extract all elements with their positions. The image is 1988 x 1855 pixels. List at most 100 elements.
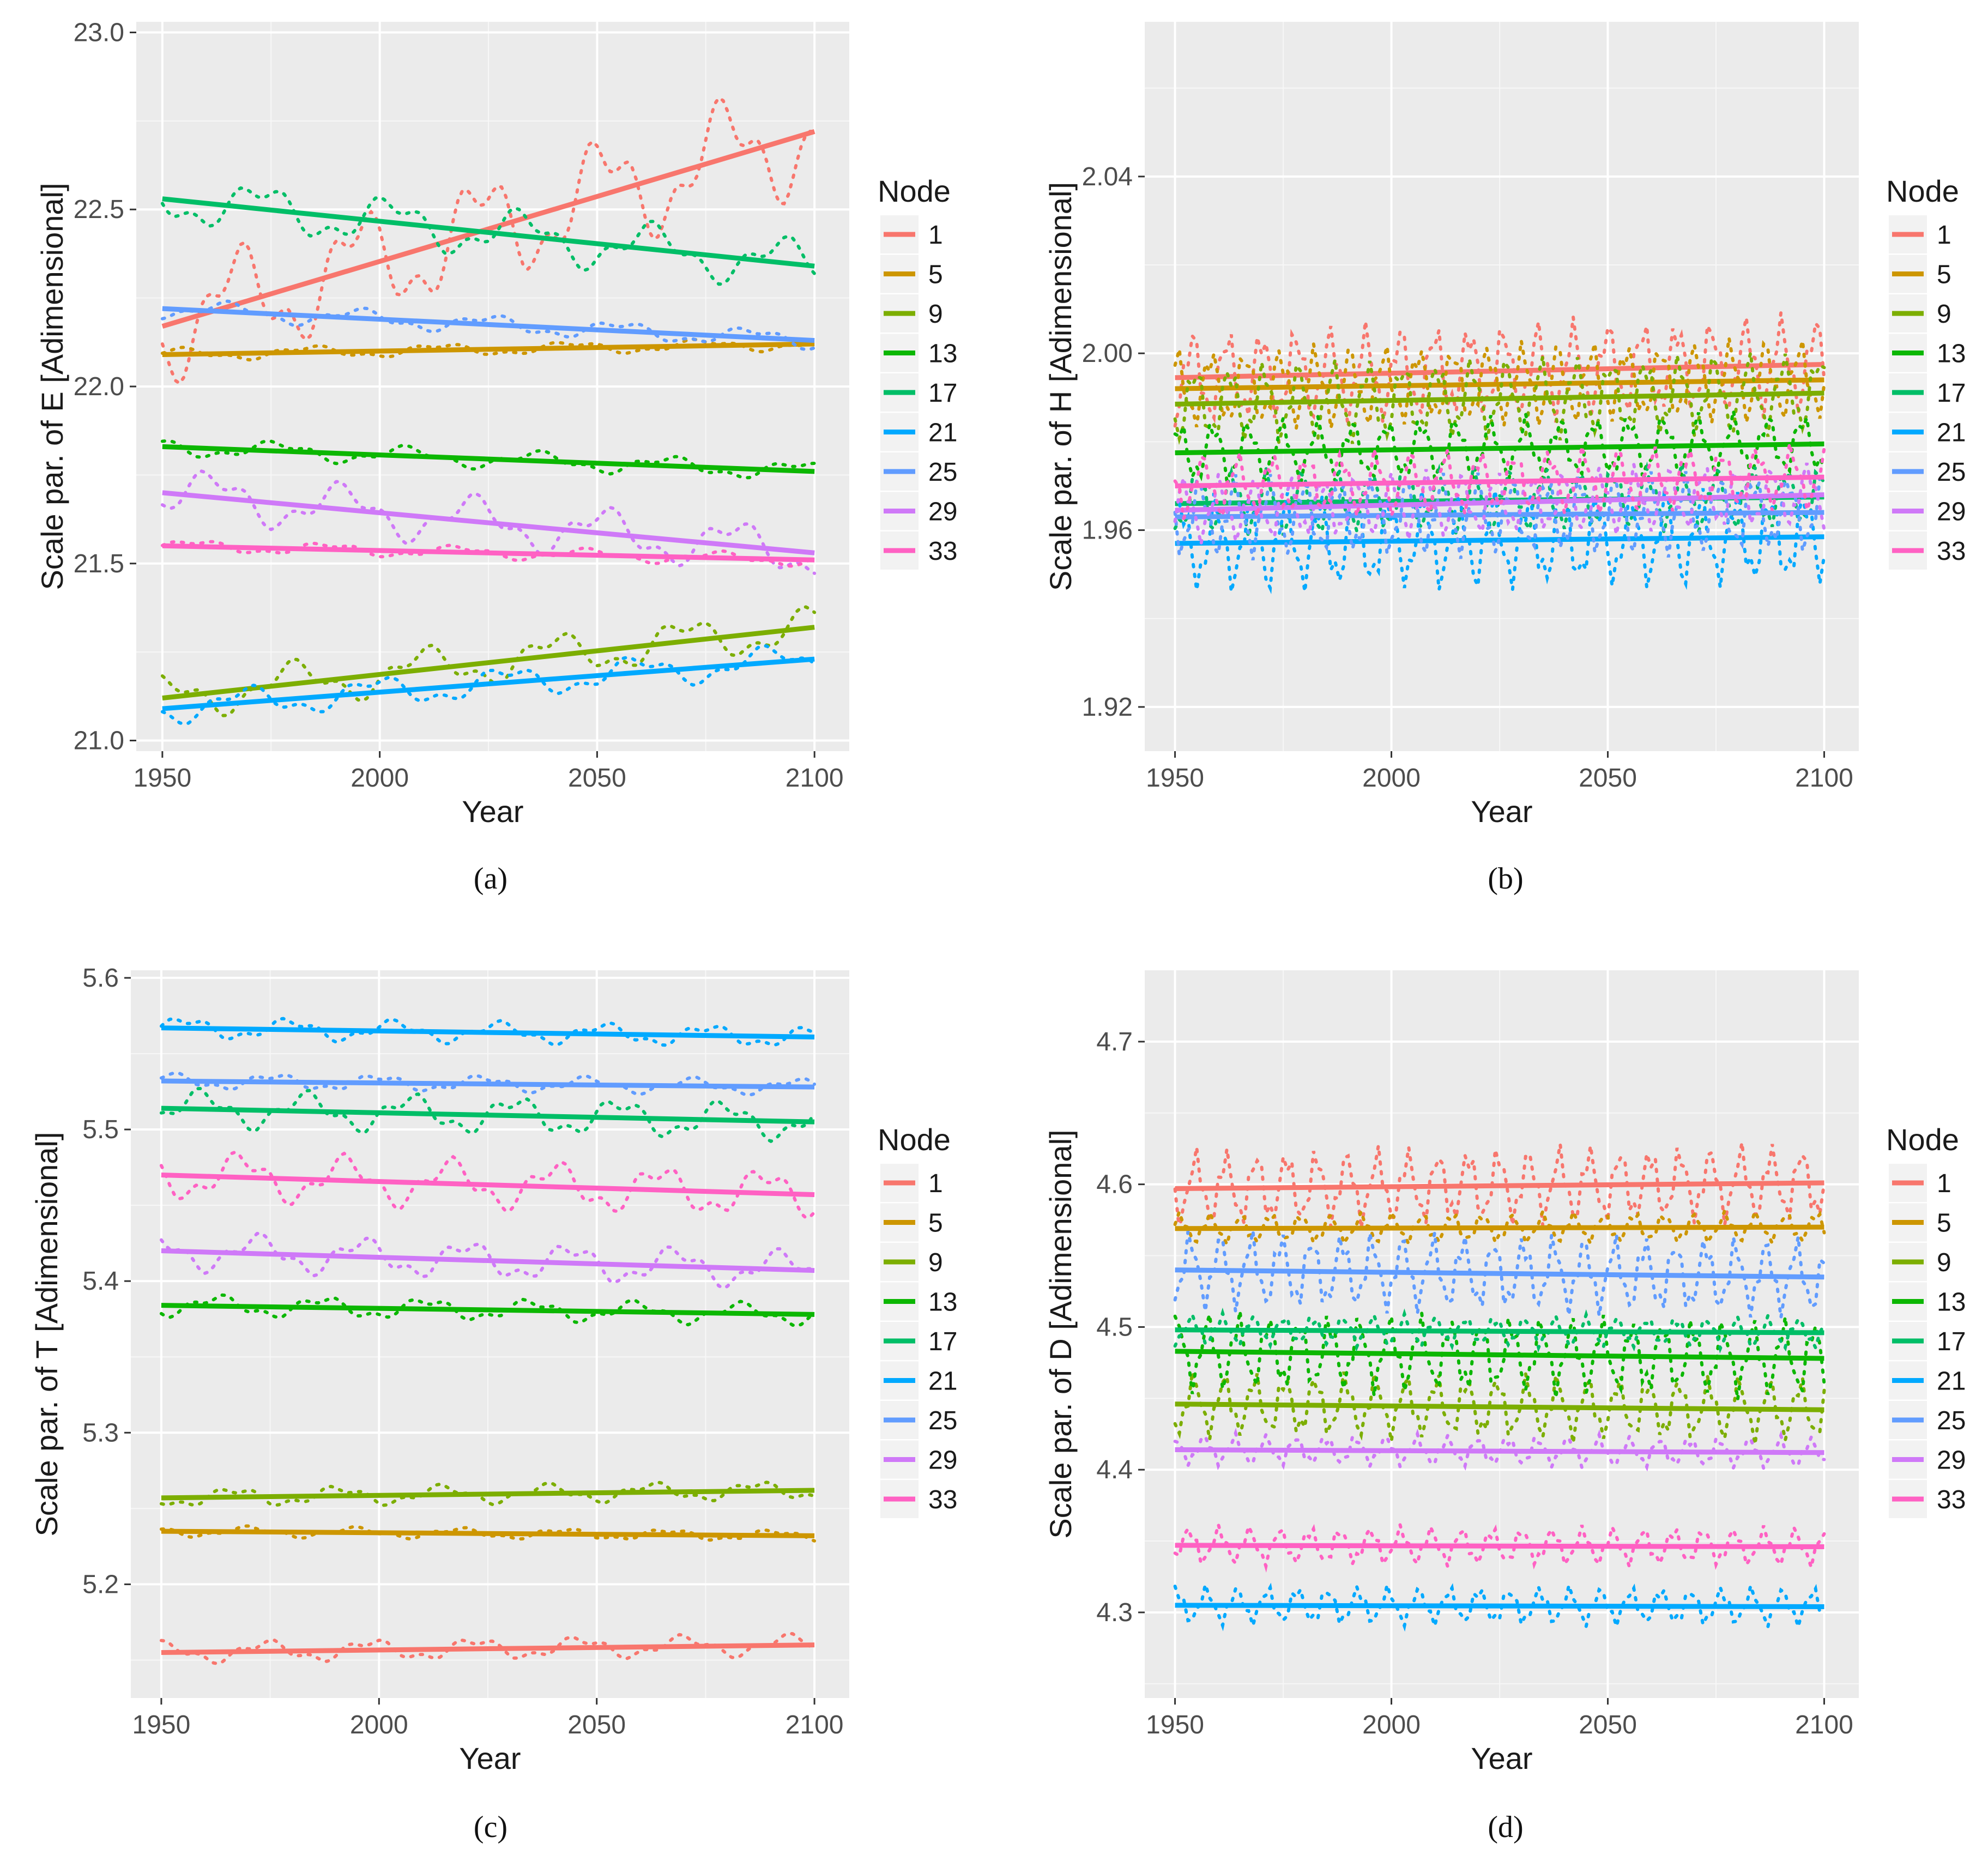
- series-dotted-node-25: [159, 1071, 817, 1097]
- series-dotted-node-13: [1173, 1310, 1826, 1400]
- legend-label-node-13: 13: [1937, 1288, 1966, 1317]
- y-tick-label: 4.4: [1096, 1455, 1133, 1484]
- x-tick-label: 2100: [1795, 1711, 1853, 1739]
- legend-label-node-21: 21: [1937, 419, 1966, 448]
- y-axis-label: Scale par. of E [Adimensional]: [35, 183, 69, 590]
- legend-label-node-33: 33: [928, 537, 957, 566]
- series-trend-node-21: [1175, 1603, 1824, 1609]
- series-trend-node-25: [161, 1078, 815, 1090]
- y-tick-label: 23.0: [74, 18, 124, 47]
- legend: Node 1 5 9 13 17 21 25 29 33: [878, 174, 957, 570]
- x-tick-label: 2000: [1362, 1711, 1421, 1739]
- y-tick-label: 2.00: [1082, 339, 1133, 368]
- legend-label-node-9: 9: [1937, 300, 1951, 329]
- x-tick-label: 2100: [1795, 764, 1853, 793]
- y-axis-label: Scale par. of T [Adimensional]: [29, 1132, 64, 1537]
- y-axis-label: Scale par. of D [Adimensional]: [1043, 1129, 1078, 1538]
- series-trend-node-1: [161, 1642, 815, 1655]
- series-trend-node-21: [161, 1025, 815, 1040]
- series-trend-node-5: [1175, 1224, 1824, 1231]
- legend-label-node-5: 5: [1937, 261, 1951, 289]
- legend-label-node-17: 17: [928, 1327, 957, 1356]
- series-dotted-node-29: [159, 1231, 817, 1290]
- y-tick-label: 4.3: [1096, 1598, 1133, 1627]
- panel-a: 1950 2000 2050 2100 21.0 21.5 22.0 22.5 23.0 Year…: [35, 18, 957, 896]
- x-tick-label: 2050: [567, 1711, 626, 1739]
- x-tick-label: 2000: [351, 764, 409, 793]
- legend-label-node-29: 29: [928, 498, 957, 527]
- series-trend-node-1: [161, 129, 815, 329]
- series-trend-node-5: [161, 1528, 815, 1538]
- y-tick-label: 4.7: [1096, 1028, 1133, 1056]
- legend-label-node-25: 25: [928, 1406, 957, 1435]
- y-tick-label: 21.5: [74, 549, 124, 578]
- x-tick-label: 2050: [568, 764, 626, 793]
- series-trend-node-25: [1175, 1267, 1824, 1280]
- series-dotted-node-33: [1173, 443, 1826, 521]
- series-dotted-node-33: [159, 1150, 817, 1220]
- legend-label-node-25: 25: [928, 458, 957, 487]
- x-axis-label: Year: [459, 1741, 521, 1775]
- series-dotted-node-1: [1173, 312, 1826, 428]
- x-tick-label: 1950: [1146, 764, 1204, 793]
- plot-panel-c: 1950 2000 2050 2100 5.2 5.3 5.4 5.5 5.6 Year Scale…: [29, 964, 957, 1775]
- plot-panel-d: 1950 2000 2050 2100 4.3 4.4 4.5 4.6 4.7 Year Scale…: [1043, 970, 1966, 1775]
- series-dotted-node-25: [160, 299, 817, 352]
- series-dotted-node-5: [1173, 1205, 1826, 1250]
- legend-title: Node: [878, 174, 951, 208]
- y-tick-label: 5.5: [82, 1115, 119, 1144]
- panel-c: 1950 2000 2050 2100 5.2 5.3 5.4 5.5 5.6 Year Scale…: [29, 964, 957, 1844]
- y-tick-label: 4.6: [1096, 1170, 1133, 1199]
- legend-label-node-5: 5: [1937, 1209, 1951, 1238]
- legend-label-node-29: 29: [1937, 1446, 1966, 1475]
- panel-label-b: (b): [1488, 862, 1523, 896]
- series-trend-node-9: [1175, 1401, 1824, 1412]
- legend-label-node-1: 1: [928, 1169, 943, 1198]
- x-tick-label: 2050: [1579, 764, 1637, 793]
- x-tick-label: 1950: [1146, 1711, 1204, 1739]
- panel-label-d: (d): [1488, 1810, 1523, 1844]
- series-trend-node-33: [162, 543, 815, 563]
- x-axis-label: Year: [462, 794, 523, 829]
- legend-label-node-21: 21: [928, 1367, 957, 1396]
- series-dotted-node-1: [160, 95, 817, 386]
- y-tick-label: 5.2: [82, 1570, 119, 1599]
- legend-label-node-17: 17: [1937, 1327, 1966, 1356]
- legend-label-node-25: 25: [1937, 1406, 1966, 1435]
- x-tick-label: 2000: [350, 1711, 408, 1739]
- panel-d: 1950 2000 2050 2100 4.3 4.4 4.5 4.6 4.7 Year Scale…: [1043, 970, 1966, 1844]
- x-tick-label: 2100: [785, 1711, 844, 1739]
- x-axis-label: Year: [1471, 1741, 1532, 1775]
- legend-label-node-13: 13: [928, 1288, 957, 1317]
- legend-label-node-9: 9: [928, 300, 943, 329]
- legend-label-node-5: 5: [928, 261, 943, 289]
- series-trend-node-29: [1175, 1447, 1824, 1455]
- plot-panel-b: 1950 2000 2050 2100 1.92 1.96 2.00 2.04 Year Scal…: [1043, 22, 1966, 829]
- series-trend-node-9: [1175, 390, 1824, 407]
- legend-title: Node: [1886, 174, 1959, 208]
- legend-label-node-33: 33: [1937, 1485, 1966, 1514]
- legend: Node 1 5 9 13 17 21 25 29 33: [1886, 1122, 1966, 1518]
- legend-label-node-25: 25: [1937, 458, 1966, 487]
- legend-label-node-21: 21: [928, 419, 957, 448]
- legend-label-node-5: 5: [928, 1209, 943, 1238]
- legend-label-node-29: 29: [928, 1446, 957, 1475]
- series-dotted-node-21: [159, 1017, 817, 1047]
- legend-label-node-33: 33: [1937, 537, 1966, 566]
- x-axis-label: Year: [1471, 794, 1532, 829]
- series-trend-node-5: [1175, 377, 1824, 391]
- series-dotted-node-33: [1173, 1521, 1826, 1574]
- x-tick-label: 2100: [785, 764, 844, 793]
- legend-label-node-17: 17: [1937, 379, 1966, 408]
- series-trend-node-21: [162, 656, 815, 711]
- legend-label-node-17: 17: [928, 379, 957, 408]
- y-tick-label: 22.5: [74, 195, 124, 224]
- y-tick-label: 1.96: [1082, 516, 1133, 545]
- series-trend-node-17: [1175, 1327, 1824, 1336]
- y-tick-label: 5.3: [82, 1418, 119, 1447]
- series-trend-node-13: [162, 444, 815, 474]
- x-tick-label: 2000: [1362, 764, 1421, 793]
- series-trend-node-25: [1175, 510, 1824, 519]
- series-dotted-node-13: [1173, 410, 1826, 488]
